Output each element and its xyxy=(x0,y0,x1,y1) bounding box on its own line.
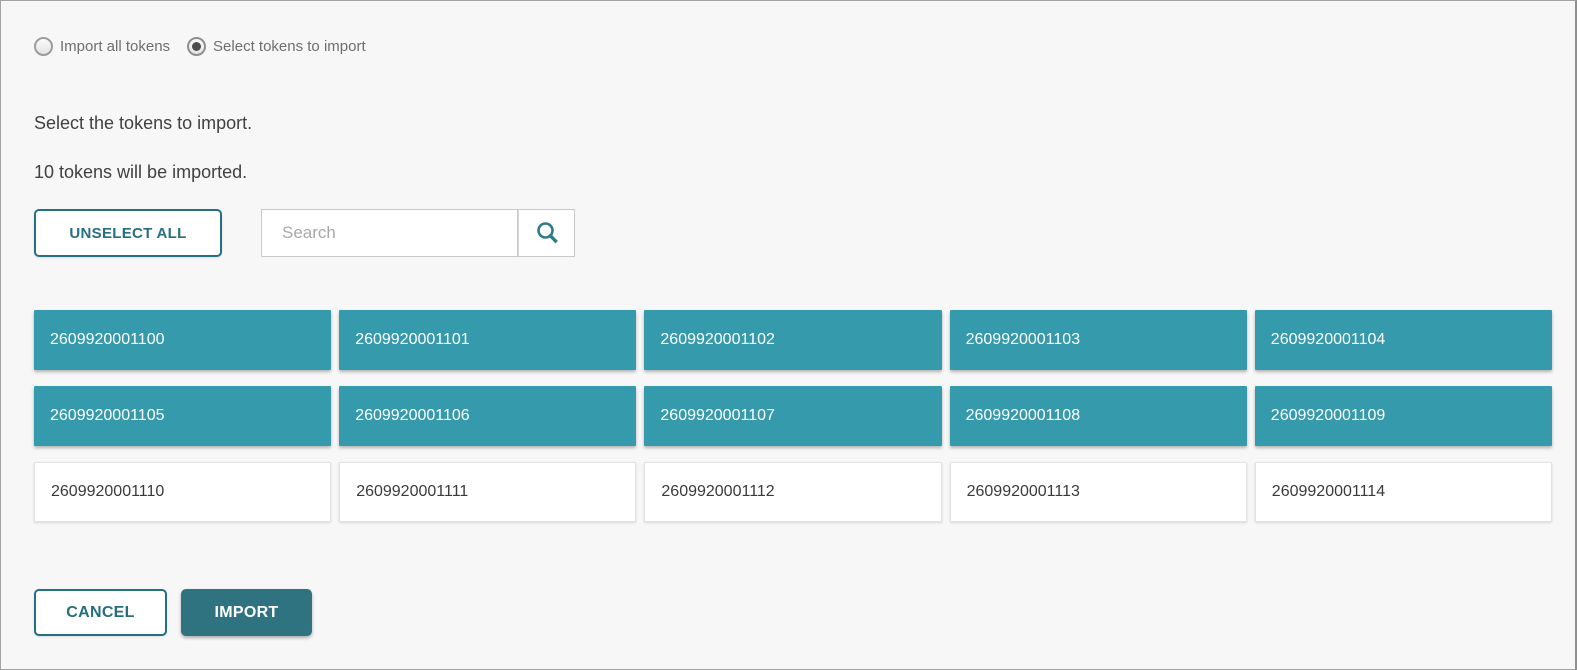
search-button[interactable] xyxy=(518,209,575,257)
token-tile[interactable]: 2609920001101 xyxy=(339,310,637,370)
token-tile[interactable]: 2609920001107 xyxy=(644,386,942,446)
token-id: 2609920001109 xyxy=(1270,407,1386,424)
token-tile[interactable]: 2609920001113 xyxy=(949,462,1247,522)
token-id: 2609920001113 xyxy=(966,483,1080,500)
token-tile[interactable]: 2609920001111 xyxy=(339,462,637,522)
token-tile[interactable]: 2609920001104 xyxy=(1254,310,1552,370)
token-id: 2609920001104 xyxy=(1270,331,1386,348)
token-tile[interactable]: 2609920001103 xyxy=(949,310,1247,370)
radio-label: Import all tokens xyxy=(60,38,171,55)
tokens-count-text: 10 tokens will be imported. xyxy=(34,162,248,182)
token-id: 2609920001106 xyxy=(355,407,470,424)
token-tile[interactable]: 2609920001112 xyxy=(644,462,942,522)
token-id: 2609920001101 xyxy=(355,331,470,348)
token-id: 2609920001103 xyxy=(965,331,1081,348)
token-id: 2609920001110 xyxy=(51,483,165,500)
token-tile[interactable]: 2609920001108 xyxy=(949,386,1247,446)
token-tile[interactable]: 2609920001114 xyxy=(1254,462,1552,522)
token-tile[interactable]: 2609920001100 xyxy=(34,310,332,370)
import-mode-radio-group: Import all tokens Select tokens to impor… xyxy=(34,37,1552,56)
toolbar: UNSELECT ALL xyxy=(34,209,1552,257)
cancel-button[interactable]: CANCEL xyxy=(34,589,167,636)
token-id: 2609920001108 xyxy=(965,407,1081,424)
token-id: 2609920001112 xyxy=(661,483,775,500)
token-id: 2609920001114 xyxy=(1271,483,1386,500)
token-tile[interactable]: 2609920001106 xyxy=(339,386,637,446)
dialog-footer: CANCEL IMPORT xyxy=(34,589,1552,636)
radio-button-icon xyxy=(187,37,207,56)
token-id: 2609920001105 xyxy=(50,407,165,424)
import-button[interactable]: IMPORT xyxy=(181,589,312,636)
token-tile[interactable]: 2609920001109 xyxy=(1254,386,1552,446)
instruction-text: Select the tokens to import. xyxy=(34,113,253,133)
radio-button-icon xyxy=(34,37,53,56)
search-input[interactable] xyxy=(261,209,518,257)
search-box xyxy=(261,209,575,257)
token-id: 2609920001100 xyxy=(50,331,165,348)
search-icon xyxy=(534,220,560,246)
token-tile[interactable]: 2609920001110 xyxy=(34,462,332,522)
unselect-all-button[interactable]: UNSELECT ALL xyxy=(34,209,222,257)
radio-label: Select tokens to import xyxy=(213,38,366,55)
token-tile[interactable]: 2609920001102 xyxy=(644,310,942,370)
token-id: 2609920001107 xyxy=(660,407,775,424)
token-grid: 2609920001100 2609920001101 2609920001102 2… xyxy=(34,310,1552,522)
radio-select-tokens-to-import[interactable]: Select tokens to import xyxy=(187,37,366,56)
radio-import-all-tokens[interactable]: Import all tokens xyxy=(34,37,170,56)
token-id: 2609920001111 xyxy=(356,483,469,500)
token-id: 2609920001102 xyxy=(660,331,775,348)
token-tile[interactable]: 2609920001105 xyxy=(34,386,332,446)
